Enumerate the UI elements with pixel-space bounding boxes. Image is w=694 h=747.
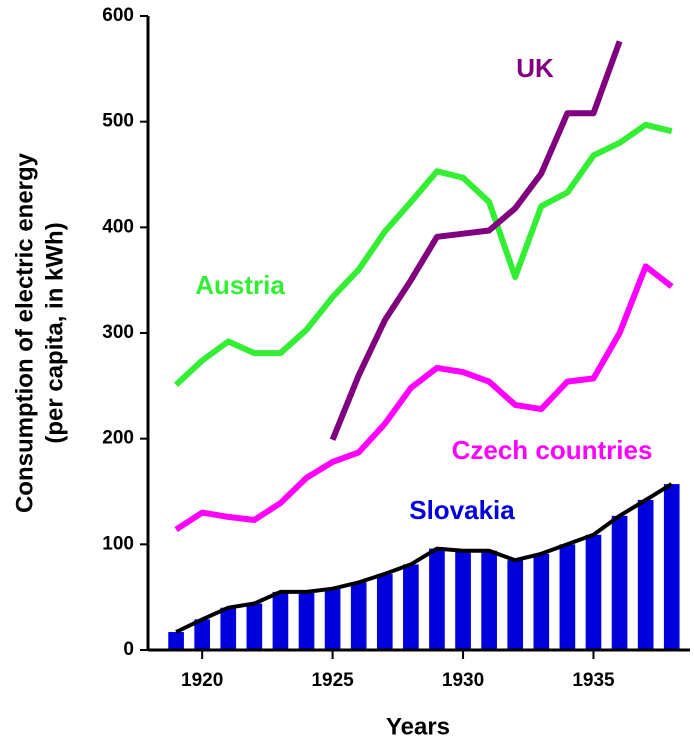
bar (429, 548, 445, 650)
bar (272, 591, 289, 650)
bar (507, 560, 524, 650)
y-axis-label: (per capita, in kWh) (41, 222, 68, 443)
bar (324, 588, 341, 650)
x-axis-label: Years (386, 713, 450, 740)
series-label: Austria (195, 270, 285, 300)
bar (246, 603, 263, 650)
bar (194, 619, 210, 650)
bar (533, 553, 550, 650)
series-line (175, 482, 673, 634)
bar (220, 607, 237, 650)
bar (350, 582, 367, 650)
bar (585, 534, 602, 650)
y-tick-label: 600 (102, 5, 134, 26)
bar (559, 544, 576, 650)
bar (663, 484, 680, 650)
bar (168, 632, 184, 650)
bar (298, 591, 315, 650)
y-tick-label: 200 (102, 428, 134, 449)
y-tick-label: 100 (102, 533, 134, 554)
series-line (174, 263, 674, 533)
bar (376, 573, 393, 650)
bar (481, 550, 497, 650)
bar (637, 499, 654, 650)
series-line (174, 121, 673, 387)
y-tick-label: 0 (123, 639, 134, 660)
series-label: Czech countries (452, 435, 653, 465)
bar (611, 515, 628, 650)
series-line (329, 40, 623, 441)
y-axis-label: Consumption of electric energy (11, 152, 38, 513)
y-tick-label: 400 (102, 216, 134, 237)
y-tick-label: 500 (102, 111, 134, 132)
x-tick-label: 1920 (181, 670, 223, 691)
y-tick-label: 300 (102, 322, 134, 343)
x-tick-label: 1930 (442, 670, 484, 691)
x-tick-label: 1935 (572, 670, 615, 691)
x-tick-label: 1925 (311, 670, 354, 691)
bar (403, 564, 419, 650)
series-label: Slovakia (409, 495, 515, 525)
bar (455, 550, 471, 650)
series-label: UK (516, 53, 554, 83)
